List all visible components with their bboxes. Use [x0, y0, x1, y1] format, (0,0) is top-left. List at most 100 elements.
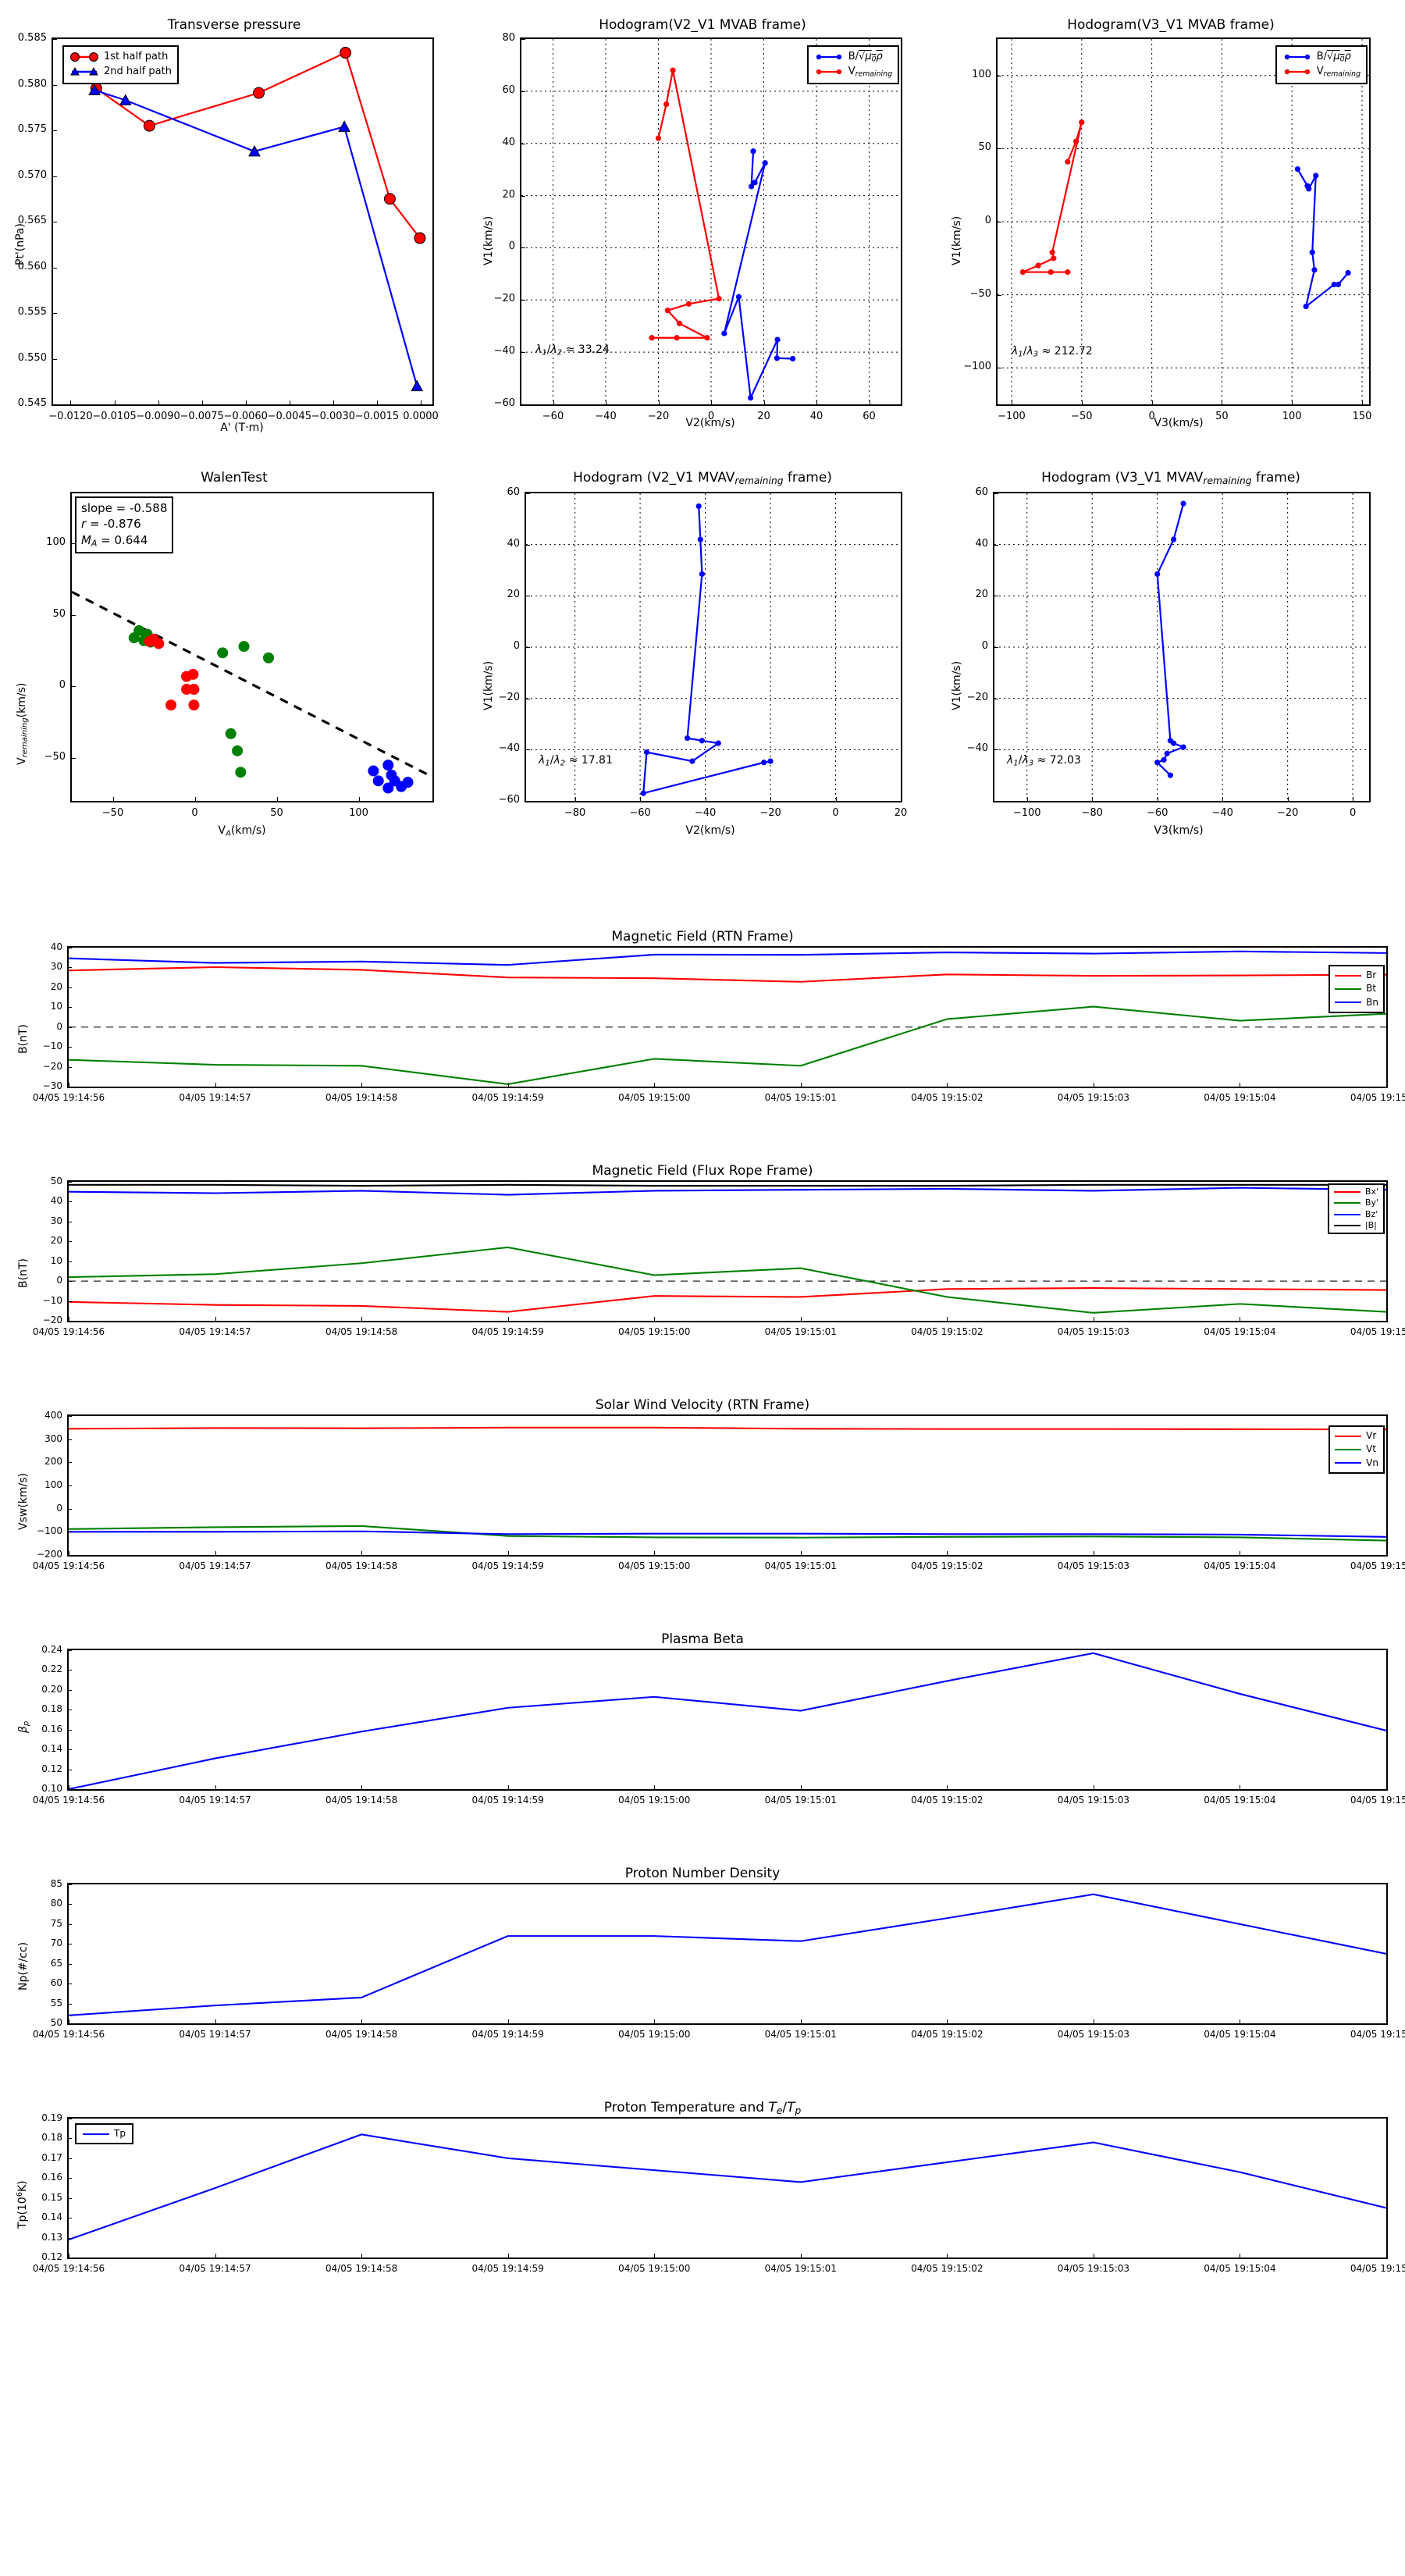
y-tick-mark — [67, 1241, 72, 1243]
x-axis-label: V2(km/s) — [685, 417, 735, 429]
x-tick-label: −40 — [1211, 807, 1233, 819]
x-tick-mark — [215, 1317, 216, 1322]
x-tick-label: −0.0015 — [354, 411, 400, 422]
x-tick-label: 04/05 19:14:58 — [325, 1326, 398, 1337]
x-tick-mark — [574, 797, 576, 802]
y-tick-mark — [520, 300, 525, 301]
x-tick-mark — [361, 1317, 363, 1322]
plot-area — [52, 37, 434, 406]
y-tick-label: −40 — [493, 345, 515, 358]
x-tick-label: 150 — [1352, 411, 1372, 422]
x-tick-label: 04/05 19:14:56 — [32, 2029, 105, 2040]
y-tick-label: 0.24 — [41, 1644, 62, 1655]
x-tick-label: −50 — [1071, 411, 1093, 422]
y-tick-mark — [520, 39, 525, 40]
x-tick-label: 04/05 19:14:57 — [179, 1092, 251, 1103]
x-tick-label: 04/05 19:15:04 — [1204, 1560, 1276, 1571]
y-tick-mark — [67, 1416, 72, 1417]
y-tick-label: −60 — [493, 397, 515, 409]
x-tick-label: 04/05 19:14:59 — [471, 2029, 544, 2040]
y-tick-label: 60 — [975, 486, 988, 498]
x-tick-mark — [947, 1317, 948, 1322]
y-tick-label: −40 — [966, 742, 988, 755]
x-tick-mark — [215, 2019, 216, 2025]
plot-svg — [521, 39, 901, 404]
x-tick-label: 20 — [757, 411, 770, 422]
x-tick-label: 04/05 19:15:01 — [764, 1795, 837, 1806]
line-blue-icon — [83, 2133, 109, 2135]
x-tick-label: 04/05 19:15:01 — [764, 1092, 837, 1103]
y-tick-label: 0.14 — [41, 1743, 62, 1755]
y-tick-mark — [520, 91, 525, 92]
x-tick-mark — [654, 2019, 656, 2025]
y-tick-label: 50 — [50, 1176, 62, 1187]
x-tick-label: 04/05 19:15:05 — [1350, 2029, 1405, 2040]
x-tick-label: 04/05 19:15:03 — [1057, 1795, 1130, 1806]
x-tick-mark — [245, 400, 247, 406]
y-tick-mark — [525, 647, 530, 648]
panel-walen-test: WalenTest Vremaining(km/s) VA(km/s) −50 0… — [0, 453, 468, 859]
x-tick-label: 04/05 19:15:00 — [618, 2029, 691, 2040]
y-tick-mark — [67, 1462, 72, 1464]
x-tick-label: −0.0105 — [92, 411, 137, 422]
y-tick-label: 40 — [975, 537, 988, 550]
y-tick-label: 0.585 — [17, 32, 47, 44]
panel-magnetic-field-flux-rope: Magnetic Field (Flux Rope Frame) B(nT) −… — [0, 1163, 1405, 1366]
y-tick-label: 50 — [52, 607, 66, 620]
legend: B/√μ0ρ Vremaining — [1275, 45, 1368, 84]
plot-area — [67, 2117, 1388, 2259]
legend-label-v-remaining: Vremaining — [1316, 65, 1361, 79]
plot-svg — [72, 590, 432, 794]
x-tick-mark — [361, 1083, 363, 1088]
legend-label-br: Br — [1366, 970, 1377, 980]
y-tick-mark — [67, 2023, 72, 2024]
legend-item-vn: Vn — [1335, 1457, 1378, 1470]
y-tick-mark — [993, 544, 998, 546]
y-tick-label: 0 — [56, 1020, 62, 1032]
legend-item-bz: Bz' — [1333, 1209, 1378, 1220]
y-tick-mark — [52, 39, 57, 40]
x-tick-label: −60 — [629, 807, 651, 819]
y-tick-label: −20 — [42, 1060, 62, 1072]
x-tick-label: −20 — [1276, 807, 1299, 819]
y-tick-mark — [52, 84, 57, 86]
legend-label-bt: Bt — [1366, 983, 1377, 994]
x-tick-mark — [1292, 400, 1293, 406]
panel-title: Hodogram (V3_V1 MVAVremaining frame) — [1041, 470, 1300, 487]
x-tick-label: 04/05 19:15:04 — [1204, 1326, 1276, 1337]
y-tick-label: 0.15 — [41, 2191, 62, 2203]
y-tick-mark — [67, 1007, 72, 1009]
y-tick-mark — [67, 2158, 72, 2159]
y-tick-label: 50 — [50, 2017, 62, 2028]
y-tick-label: −20 — [493, 293, 515, 305]
x-tick-mark — [770, 797, 772, 802]
x-tick-label: 04/05 19:14:56 — [32, 1795, 105, 1806]
y-tick-label: −100 — [963, 361, 991, 373]
y-tick-label: 0 — [513, 640, 520, 652]
x-tick-label: 100 — [1282, 411, 1302, 422]
y-tick-label: 40 — [50, 941, 62, 952]
y-tick-label: 0.560 — [17, 260, 47, 272]
panel-title: Proton Temperature and Te/Tp — [603, 2100, 802, 2117]
stat-slope: slope = -0.588 — [81, 501, 168, 515]
x-tick-mark — [901, 797, 902, 802]
x-tick-label: 04/05 19:14:57 — [179, 1326, 251, 1337]
y-tick-mark — [70, 686, 76, 688]
y-tick-label: 0.20 — [41, 1683, 62, 1695]
x-tick-label: 40 — [809, 411, 823, 422]
legend-label-vt: Vt — [1366, 1443, 1377, 1455]
x-tick-label: 0 — [1148, 411, 1155, 422]
plot-area — [520, 37, 902, 406]
y-tick-label: 30 — [50, 961, 62, 973]
legend: 1st half path 2nd half path — [62, 45, 179, 84]
x-tick-label: 20 — [894, 807, 908, 819]
legend-item-v-remaining: Vremaining — [1282, 65, 1361, 80]
y-tick-mark — [67, 1047, 72, 1048]
legend-item-bt: Bt — [1335, 982, 1378, 995]
y-tick-label: 0 — [56, 1502, 62, 1514]
plot-svg — [69, 2133, 1386, 2241]
y-tick-label: 100 — [972, 68, 991, 80]
y-tick-label: 40 — [50, 1195, 62, 1207]
y-tick-label: 100 — [44, 1479, 62, 1490]
x-tick-label: 04/05 19:14:58 — [325, 1092, 398, 1103]
